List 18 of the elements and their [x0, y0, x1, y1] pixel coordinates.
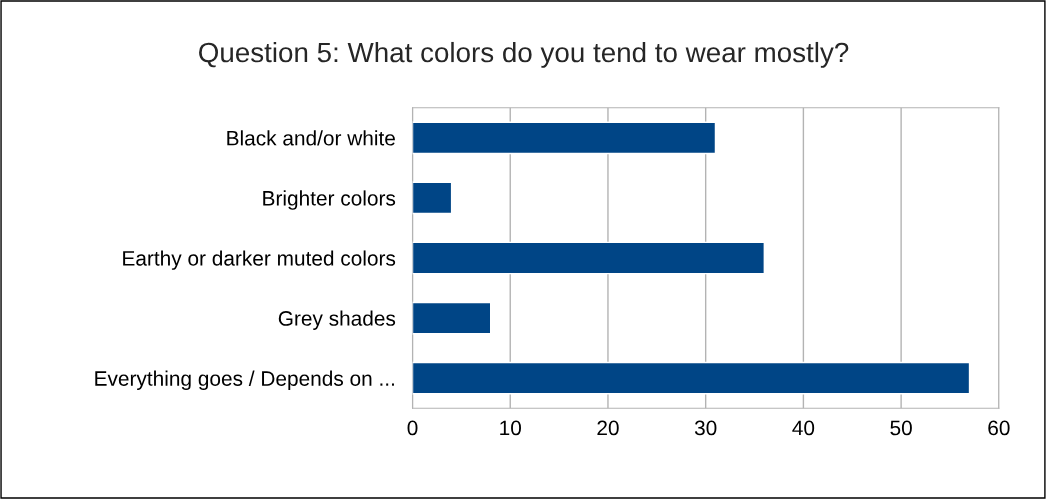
x-tick-label: 0: [407, 420, 418, 436]
x-tick-label: 50: [890, 420, 912, 436]
x-tick-label: 60: [988, 420, 1010, 436]
x-tick-label: 20: [597, 420, 619, 436]
x-tick-label: 10: [500, 420, 522, 436]
chart-title: Question 5: What colors do you tend to wear mostly?: [199, 41, 849, 68]
x-tick-label: 30: [694, 420, 717, 436]
y-tick-label: Earthy or darker muted colors: [123, 250, 396, 270]
y-tick-label: Brighter colors: [263, 190, 396, 210]
y-tick-label: Everything goes / Depends on ...: [95, 370, 394, 391]
bar: [412, 181, 453, 215]
x-tick-label: 40: [792, 420, 815, 436]
y-tick-label: Black and/or white: [227, 130, 395, 146]
bar: [412, 121, 717, 155]
bar: [412, 241, 766, 275]
bar: [412, 301, 492, 335]
bar: [412, 361, 971, 395]
y-tick-label: Grey shades: [278, 310, 396, 330]
